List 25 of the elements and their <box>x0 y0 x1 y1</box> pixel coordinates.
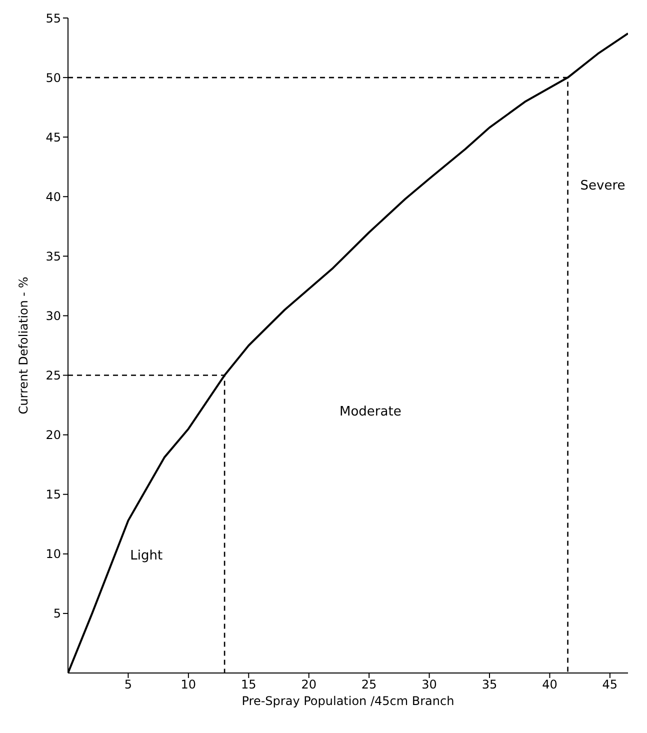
x-tick-label: 30 <box>422 678 437 692</box>
y-tick-label: 5 <box>53 606 61 621</box>
y-tick-label: 10 <box>46 547 61 562</box>
y-tick-label: 55 <box>46 11 61 26</box>
y-tick-label: 15 <box>46 488 61 502</box>
x-tick-label: 45 <box>602 678 618 692</box>
x-tick-label: 5 <box>124 678 132 692</box>
annotation: Severe <box>580 178 626 194</box>
y-tick-label: 20 <box>46 428 61 442</box>
annotation: Light <box>130 548 163 564</box>
y-tick-label: 25 <box>46 368 61 383</box>
x-tick-label: 40 <box>542 678 558 692</box>
x-tick-label: 15 <box>241 678 256 692</box>
x-tick-label: 35 <box>482 678 498 692</box>
y-tick-label: 30 <box>46 308 61 323</box>
x-tick-label: 25 <box>361 678 377 692</box>
y-tick-label: 50 <box>46 70 61 85</box>
y-tick-label: 35 <box>46 249 61 264</box>
x-tick-label: 20 <box>301 678 316 692</box>
y-tick-label: 45 <box>46 130 61 144</box>
y-axis-title: Current Defoliation - % <box>16 276 30 414</box>
x-axis-title: Pre-Spray Population /45cm Branch <box>242 694 454 708</box>
x-tick-label: 10 <box>180 678 196 692</box>
y-tick-label: 40 <box>46 190 61 204</box>
annotation: Moderate <box>339 404 402 420</box>
